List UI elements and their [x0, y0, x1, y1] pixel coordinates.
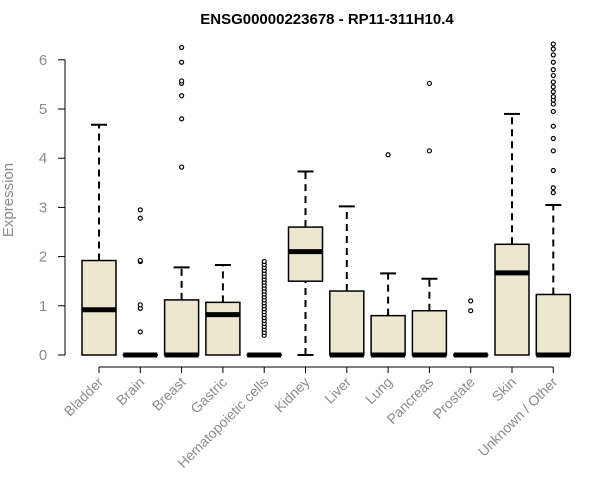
- y-tick-label: 2: [39, 249, 47, 266]
- outlier-point: [468, 308, 474, 314]
- box-2: [163, 44, 200, 358]
- outlier-point: [550, 89, 556, 95]
- outlier-point: [550, 79, 556, 85]
- outlier-point: [137, 215, 143, 221]
- box-8: [411, 80, 448, 358]
- x-tick-label: Liver: [321, 374, 354, 407]
- outlier-point: [137, 329, 143, 335]
- outlier-point: [550, 167, 556, 174]
- box-9: [452, 298, 489, 358]
- box-3: [205, 263, 241, 356]
- outlier-point: [179, 93, 185, 99]
- x-tick-label: Brain: [113, 374, 147, 408]
- outlier-point: [426, 148, 432, 154]
- outlier-point: [426, 80, 432, 87]
- outlier-point: [550, 84, 556, 90]
- y-tick-label: 5: [39, 101, 47, 118]
- outlier-point: [550, 59, 556, 65]
- box-10: [494, 112, 530, 356]
- outlier-point: [550, 72, 556, 79]
- box-0: [81, 123, 117, 356]
- outlier-point: [179, 116, 185, 122]
- outlier-point: [137, 257, 143, 264]
- x-tick-label: Prostate: [430, 374, 478, 422]
- outlier-point: [179, 78, 185, 84]
- outlier-point: [550, 108, 556, 115]
- box-rect: [329, 290, 365, 356]
- x-tick-label: Kidney: [271, 374, 313, 416]
- outlier-point: [137, 302, 143, 308]
- box-rect: [535, 293, 572, 356]
- outlier-point: [550, 185, 556, 191]
- x-tick-label: Lung: [362, 374, 395, 407]
- x-tick-label: Skin: [489, 374, 520, 405]
- x-tick-label: Bladder: [61, 374, 107, 420]
- box-11: [535, 41, 572, 358]
- y-tick-label: 6: [39, 52, 47, 69]
- outlier-point: [550, 52, 556, 58]
- box-1: [122, 207, 159, 358]
- box-rect: [494, 243, 530, 356]
- box-5: [287, 170, 324, 356]
- outlier-point: [179, 59, 185, 65]
- outlier-point: [385, 152, 391, 158]
- y-tick-label: 3: [39, 199, 47, 216]
- y-tick-label: 0: [39, 347, 47, 364]
- y-axis: 0 1 2 3 4 5 6: [39, 52, 66, 364]
- y-tick-label: 1: [39, 298, 47, 315]
- chart-title: ENSG00000223678 - RP11-311H10.4: [200, 11, 454, 28]
- x-tick-label: Breast: [149, 374, 189, 414]
- outlier-point: [550, 94, 556, 100]
- box-series: [81, 41, 572, 358]
- outlier-point: [179, 164, 185, 170]
- box-7: [370, 152, 406, 358]
- box-6: [329, 205, 365, 358]
- outlier-point: [550, 41, 556, 47]
- box-rect: [370, 314, 406, 356]
- box-rect: [163, 299, 200, 356]
- box-4: [246, 258, 282, 358]
- box-rect: [411, 309, 448, 356]
- outlier-point: [137, 207, 143, 213]
- outlier-point: [550, 135, 556, 142]
- outlier-point: [179, 44, 185, 51]
- outlier-point: [550, 148, 556, 154]
- outlier-point: [468, 298, 474, 304]
- outlier-point: [550, 46, 556, 52]
- box-rect: [205, 301, 241, 356]
- outlier-point: [550, 123, 556, 129]
- outlier-point: [550, 67, 556, 73]
- outlier-point: [550, 190, 556, 196]
- y-tick-label: 4: [39, 150, 47, 167]
- y-axis-label: Expression: [0, 163, 17, 237]
- outlier-point: [261, 258, 267, 265]
